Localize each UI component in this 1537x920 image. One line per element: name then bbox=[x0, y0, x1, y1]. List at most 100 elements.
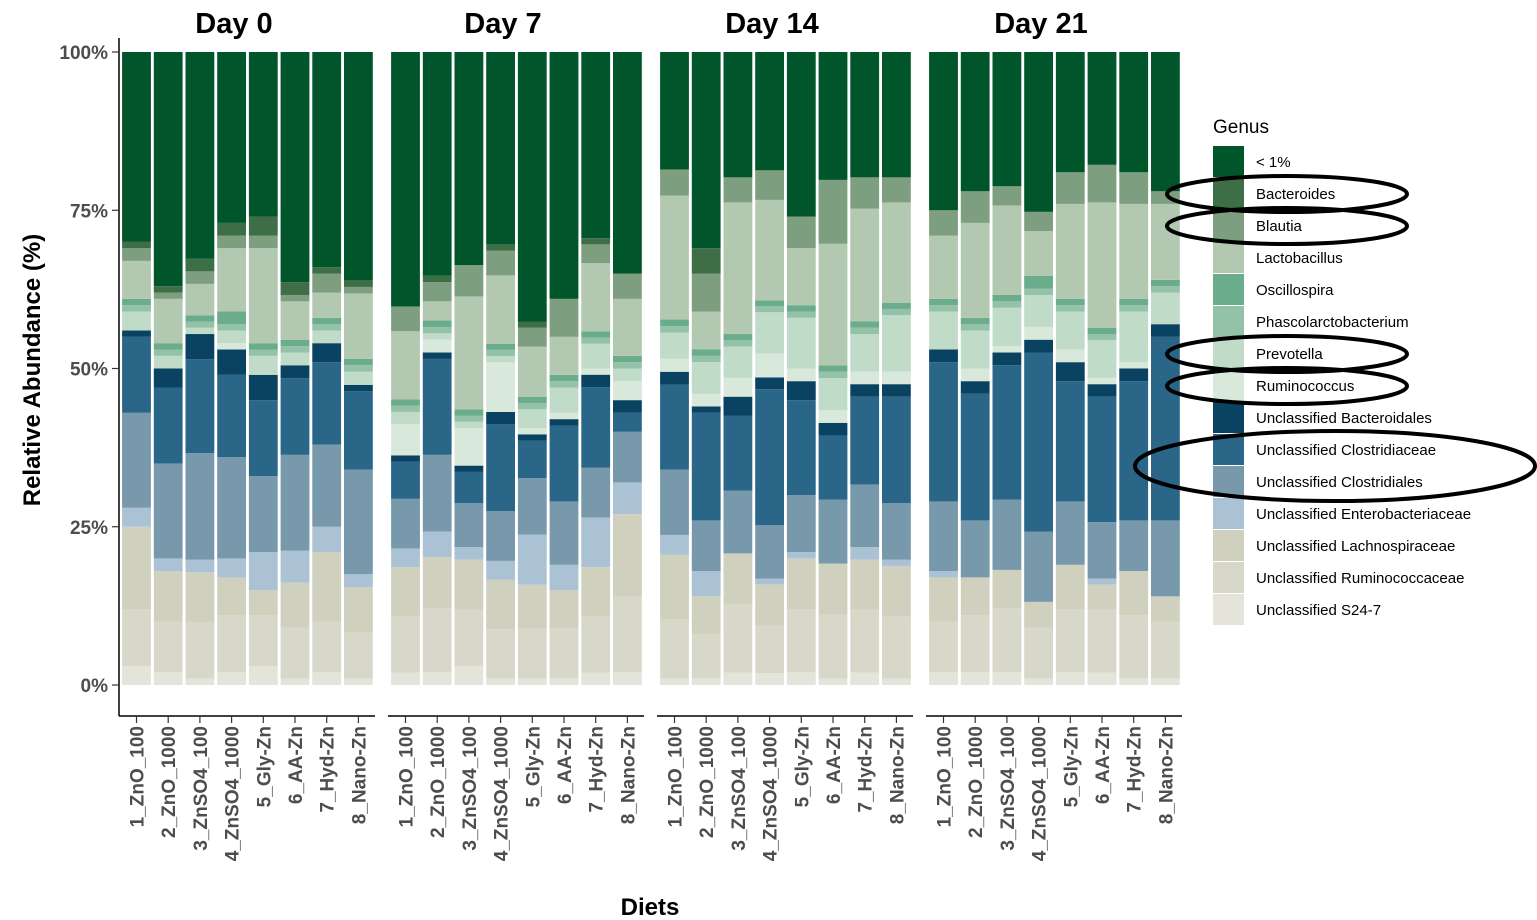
bar-segment bbox=[549, 628, 579, 679]
bar-segment bbox=[581, 244, 611, 263]
bar-segment bbox=[818, 243, 848, 366]
bar-segment bbox=[818, 499, 848, 564]
bar-segment bbox=[1151, 203, 1180, 280]
bar-segment bbox=[422, 454, 452, 532]
legend-swatch bbox=[1213, 466, 1244, 497]
bar-segment bbox=[122, 526, 151, 610]
bar-segment bbox=[344, 280, 373, 287]
bar-segment bbox=[217, 324, 246, 331]
bar-segment bbox=[185, 52, 215, 259]
bar-segment bbox=[217, 672, 246, 685]
bar-segment bbox=[422, 52, 452, 276]
bar-segment bbox=[581, 616, 611, 673]
bar-segment bbox=[185, 321, 215, 328]
bar-segment bbox=[153, 368, 183, 388]
bar-segment bbox=[312, 343, 342, 363]
bar-segment bbox=[850, 384, 880, 397]
bars-layer bbox=[122, 52, 1180, 685]
x-tick-label: 1_ZnO_100 bbox=[935, 726, 956, 827]
legend-label: Prevotella bbox=[1256, 346, 1323, 363]
bar-segment bbox=[613, 52, 642, 274]
bar-segment bbox=[185, 572, 215, 623]
x-tick-label: 8_Nano-Zn bbox=[349, 726, 370, 824]
bar-segment bbox=[517, 584, 547, 629]
bar-segment bbox=[217, 615, 246, 673]
legend-title: Genus bbox=[1213, 117, 1269, 138]
x-tick-label: 6_AA-Zn bbox=[1093, 726, 1114, 804]
bar-segment bbox=[882, 371, 911, 385]
bar-segment bbox=[882, 315, 911, 372]
bar-segment bbox=[248, 615, 278, 667]
legend-label: Blautia bbox=[1256, 218, 1303, 235]
bar-segment bbox=[723, 334, 753, 341]
bar-segment bbox=[1151, 596, 1180, 622]
bar-segment bbox=[280, 365, 310, 379]
bar-segment bbox=[391, 455, 420, 462]
bar-segment bbox=[517, 396, 547, 403]
bar-segment bbox=[248, 355, 278, 375]
legend-label: Unclassified Clostridiaceae bbox=[1256, 442, 1436, 459]
bar-segment bbox=[454, 296, 484, 410]
y-tick-label: 25% bbox=[70, 518, 108, 539]
bar-segment bbox=[660, 469, 689, 535]
x-tick-label: 3_ZnSO4_100 bbox=[998, 726, 1019, 851]
bar-segment bbox=[422, 672, 452, 685]
bar-segment bbox=[929, 235, 958, 299]
legend-swatch bbox=[1213, 594, 1244, 625]
legend-swatch bbox=[1213, 306, 1244, 337]
bar-segment bbox=[786, 495, 816, 553]
bar-segment bbox=[660, 534, 689, 555]
bar-segment bbox=[185, 271, 215, 284]
bar-segment bbox=[786, 672, 816, 685]
bar-segment bbox=[850, 672, 880, 685]
bar-segment bbox=[422, 326, 452, 334]
x-tick-label: 5_Gly-Zn bbox=[523, 726, 544, 807]
bar-segment bbox=[723, 377, 753, 397]
bar-segment bbox=[929, 298, 958, 306]
bar-segment bbox=[185, 334, 215, 360]
bar-segment bbox=[1119, 362, 1149, 369]
bar-segment bbox=[312, 444, 342, 527]
bar-segment bbox=[549, 501, 579, 565]
bar-segment bbox=[280, 294, 310, 302]
bar-segment bbox=[391, 411, 420, 425]
bar-segment bbox=[312, 672, 342, 685]
bar-segment bbox=[549, 381, 579, 388]
bar-segment bbox=[153, 558, 183, 572]
bar-segment bbox=[1087, 377, 1117, 385]
bar-segment bbox=[1119, 615, 1149, 679]
bar-segment bbox=[755, 625, 784, 674]
bar-segment bbox=[454, 421, 484, 429]
bar-segment bbox=[248, 552, 278, 591]
bar-segment bbox=[786, 552, 816, 559]
bar-segment bbox=[248, 476, 278, 553]
bar-segment bbox=[280, 339, 310, 347]
bar-segment bbox=[960, 324, 990, 331]
bar-segment bbox=[818, 678, 848, 685]
bar-segment bbox=[312, 292, 342, 318]
bar-segment bbox=[1151, 678, 1180, 685]
bar-segment bbox=[1055, 672, 1085, 685]
bar-segment bbox=[185, 283, 215, 316]
panel-title: Day 14 bbox=[725, 8, 819, 40]
panel-title: Day 7 bbox=[464, 8, 541, 40]
legend-swatch bbox=[1213, 274, 1244, 305]
bar-segment bbox=[1024, 326, 1053, 340]
bar-segment bbox=[517, 52, 547, 322]
bar-segment bbox=[882, 302, 911, 309]
bar-segment bbox=[755, 377, 784, 390]
bar-segment bbox=[581, 343, 611, 369]
bar-segment bbox=[929, 571, 958, 578]
bar-segment bbox=[691, 678, 721, 685]
bar-segment bbox=[581, 238, 611, 245]
bar-segment bbox=[280, 454, 310, 551]
bar-segment bbox=[882, 308, 911, 316]
bar-segment bbox=[992, 346, 1022, 353]
bar-segment bbox=[613, 355, 642, 363]
bar-segment bbox=[691, 311, 721, 350]
bar-segment bbox=[1151, 336, 1180, 521]
bar-segment bbox=[992, 307, 1022, 347]
panel-title: Day 0 bbox=[195, 8, 272, 40]
bar-segment bbox=[422, 275, 452, 283]
bar-segment bbox=[1119, 381, 1149, 521]
